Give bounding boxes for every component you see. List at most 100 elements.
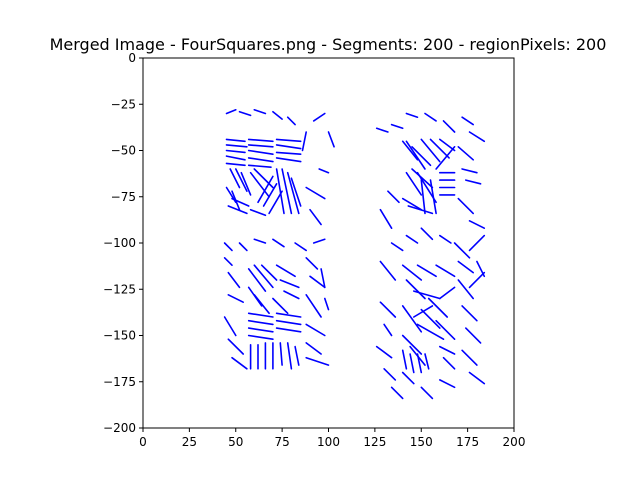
line-segment	[442, 120, 456, 133]
line-segment	[405, 171, 423, 196]
line-segment	[257, 175, 274, 204]
line-segment	[286, 116, 296, 126]
line-segment	[457, 279, 475, 300]
line-segment	[231, 356, 248, 370]
line-segment	[305, 256, 319, 270]
line-segment	[416, 323, 445, 341]
line-segment	[390, 242, 404, 252]
line-segment	[272, 238, 285, 248]
line-segment	[390, 386, 404, 400]
line-segment	[457, 197, 475, 215]
line-segment	[249, 208, 267, 217]
line-segment	[227, 293, 244, 304]
line-segment	[411, 168, 434, 189]
plot-frame	[142, 57, 515, 429]
line-segment	[286, 342, 293, 370]
line-segment	[438, 286, 456, 300]
line-segment	[286, 171, 300, 215]
x-tick-label: 150	[410, 435, 433, 449]
line-segment	[468, 371, 486, 385]
line-segment	[320, 268, 326, 289]
line-segment	[294, 345, 300, 366]
line-segment	[412, 290, 441, 300]
line-segment	[275, 319, 302, 326]
line-segment	[442, 356, 456, 370]
line-segment	[461, 116, 475, 126]
line-segment	[227, 338, 244, 355]
line-segment	[468, 131, 486, 143]
line-segment	[461, 349, 478, 366]
y-tick-label: −200	[103, 421, 136, 435]
line-segment	[305, 342, 322, 355]
line-segment	[275, 264, 296, 278]
line-segment	[235, 168, 248, 192]
line-segment	[438, 379, 456, 389]
line-segment	[247, 334, 274, 341]
line-segment	[312, 112, 326, 122]
x-tick-label: 200	[503, 435, 526, 449]
line-segment	[249, 171, 270, 198]
line-segment	[275, 144, 302, 150]
line-segment	[240, 171, 252, 196]
x-tick-label: 125	[363, 435, 386, 449]
line-segment	[416, 353, 423, 374]
line-segment	[301, 131, 308, 152]
line-segment	[375, 127, 389, 133]
line-segment	[318, 168, 330, 174]
line-segment	[281, 168, 293, 215]
line-segment	[309, 275, 326, 289]
line-segment	[225, 138, 246, 143]
line-segment	[383, 367, 397, 381]
line-segment	[253, 109, 267, 115]
x-tick-label: 0	[139, 435, 147, 449]
line-segment	[272, 110, 283, 120]
line-segment	[294, 242, 308, 252]
line-segment	[247, 312, 274, 318]
line-segment	[275, 168, 285, 215]
line-segment	[429, 179, 437, 215]
line-segment	[268, 190, 283, 215]
line-segment	[247, 138, 274, 143]
line-segment	[290, 177, 302, 207]
line-segment	[279, 279, 300, 289]
line-segment	[401, 305, 423, 333]
y-tick-label: −150	[103, 329, 136, 343]
line-segment	[247, 327, 274, 333]
line-segment	[312, 238, 326, 244]
line-segment	[305, 293, 322, 318]
line-segment	[407, 205, 434, 215]
line-segment	[223, 242, 233, 252]
line-segment	[253, 238, 267, 244]
line-segment	[305, 356, 330, 366]
line-segment	[379, 301, 397, 318]
line-segment	[275, 327, 302, 333]
line-segment	[275, 312, 302, 318]
line-segment	[405, 279, 426, 300]
line-segment	[438, 345, 456, 355]
line-segment	[223, 256, 233, 267]
x-tick-label: 50	[228, 435, 243, 449]
line-segment	[420, 386, 434, 400]
y-tick-label: −75	[111, 190, 136, 204]
x-tick-label: 100	[317, 435, 340, 449]
y-tick-label: −175	[103, 375, 136, 389]
line-segment	[247, 144, 274, 148]
line-segment	[464, 327, 482, 344]
line-segment	[253, 168, 274, 189]
line-segment	[401, 264, 423, 281]
line-segment	[260, 264, 278, 281]
line-segment	[231, 197, 250, 207]
line-segment	[405, 112, 419, 118]
y-tick-label: −125	[103, 282, 136, 296]
line-segment	[327, 131, 335, 148]
line-segment	[453, 242, 471, 259]
line-segment	[411, 146, 432, 167]
line-segment	[247, 268, 267, 292]
line-segment	[323, 297, 330, 311]
line-segment	[225, 155, 246, 161]
line-segment	[229, 168, 241, 189]
line-segment	[275, 138, 302, 143]
line-segment	[435, 264, 456, 278]
